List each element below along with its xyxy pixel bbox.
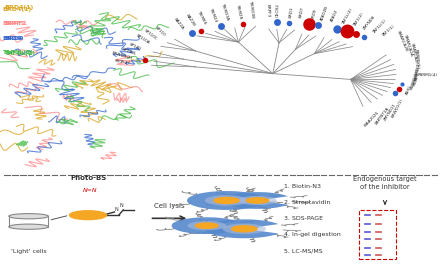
Text: BRD9: BRD9: [311, 8, 318, 20]
Text: N: N: [119, 203, 123, 208]
Text: BRD9: BRD9: [4, 36, 24, 41]
Text: 3. SDS-PAGE: 3. SDS-PAGE: [284, 216, 323, 221]
Circle shape: [70, 211, 106, 220]
Text: TRIM24: TRIM24: [208, 7, 218, 22]
Text: BRD4(1): BRD4(1): [4, 5, 33, 10]
Text: BAZ2A: BAZ2A: [173, 17, 185, 30]
Text: 1. Biotin-N3: 1. Biotin-N3: [284, 184, 321, 189]
Text: ASHL: ASHL: [406, 84, 413, 95]
Text: BRWD1(1): BRWD1(1): [391, 98, 404, 119]
Text: TAF1L(1): TAF1L(1): [372, 19, 388, 34]
Text: TRIM33B: TRIM33B: [248, 0, 255, 18]
Wedge shape: [223, 224, 266, 234]
Text: BRD7: BRD7: [299, 6, 304, 18]
Text: BRPF3: BRPF3: [265, 4, 270, 17]
Text: PHIP(2): PHIP(2): [115, 59, 130, 66]
Text: ATAD2: ATAD2: [330, 9, 339, 23]
Text: SP110A: SP110A: [136, 34, 151, 45]
Text: 5. LC-MS/MS: 5. LC-MS/MS: [284, 249, 323, 254]
Text: PBRM1(5): PBRM1(5): [414, 48, 419, 69]
Text: SP140L: SP140L: [121, 47, 137, 56]
Text: SP110C: SP110C: [143, 29, 158, 41]
Text: TRIM33A: TRIM33A: [220, 2, 230, 20]
Text: BRD1: BRD1: [289, 6, 294, 18]
Text: 2. Streptavidin: 2. Streptavidin: [284, 200, 330, 205]
Text: SP140: SP140: [129, 43, 142, 52]
Text: Cell lysis: Cell lysis: [154, 203, 185, 209]
Text: 4. In-gel digestion: 4. In-gel digestion: [284, 232, 341, 237]
Wedge shape: [222, 192, 288, 209]
Text: TRIM66: TRIM66: [196, 9, 206, 25]
Text: KIAA2026: KIAA2026: [364, 111, 381, 128]
Wedge shape: [238, 196, 277, 205]
Text: PBRM1(2): PBRM1(2): [415, 60, 422, 81]
Text: SMARCA4: SMARCA4: [410, 43, 417, 63]
Text: BAZ2B: BAZ2B: [184, 14, 195, 27]
Text: ATAD2B: ATAD2B: [321, 5, 330, 21]
Circle shape: [195, 223, 218, 228]
Circle shape: [246, 198, 269, 203]
Text: BRWD1(2): BRWD1(2): [111, 52, 133, 61]
Text: SMARCA2A: SMARCA2A: [403, 34, 414, 58]
Text: TAF1L(2): TAF1L(2): [4, 51, 35, 56]
Text: PBRM1(3): PBRM1(3): [413, 65, 421, 86]
Text: Endogenous target
of the inhibitor: Endogenous target of the inhibitor: [353, 176, 417, 190]
Text: TAF1(1): TAF1(1): [381, 25, 396, 38]
Ellipse shape: [9, 214, 48, 219]
Wedge shape: [205, 195, 248, 206]
Text: CECR2: CECR2: [276, 3, 280, 17]
Ellipse shape: [9, 224, 48, 229]
Text: TRIM28: TRIM28: [235, 3, 242, 19]
Text: BRPF1: BRPF1: [4, 20, 27, 26]
Text: PBRM1(4): PBRM1(4): [418, 73, 438, 77]
Text: SMARCA2B: SMARCA2B: [396, 30, 408, 52]
Text: PBRM1(1): PBRM1(1): [410, 70, 419, 91]
Text: N=N: N=N: [83, 188, 97, 193]
Wedge shape: [172, 217, 237, 234]
Text: 'Light' cells: 'Light' cells: [11, 249, 46, 254]
Text: N: N: [115, 207, 118, 212]
Text: SP110: SP110: [154, 26, 166, 37]
Text: TAF1L(2): TAF1L(2): [341, 7, 354, 25]
Text: ZMYND11: ZMYND11: [384, 102, 398, 121]
Text: BRD4(1): BRD4(1): [2, 7, 31, 12]
Text: ZMYND8: ZMYND8: [363, 15, 377, 31]
Wedge shape: [187, 191, 261, 210]
Text: BRPF1: BRPF1: [2, 21, 25, 26]
Text: Photo-BS: Photo-BS: [70, 174, 106, 181]
Text: ZAKTNT2A: ZAKTNT2A: [374, 106, 390, 126]
Circle shape: [231, 226, 257, 232]
Text: TAF1L(2): TAF1L(2): [2, 51, 33, 55]
Wedge shape: [205, 219, 279, 238]
Wedge shape: [187, 221, 226, 230]
Circle shape: [214, 197, 239, 203]
Text: TAF1(2): TAF1(2): [352, 13, 364, 28]
Text: BRD9: BRD9: [2, 36, 22, 41]
